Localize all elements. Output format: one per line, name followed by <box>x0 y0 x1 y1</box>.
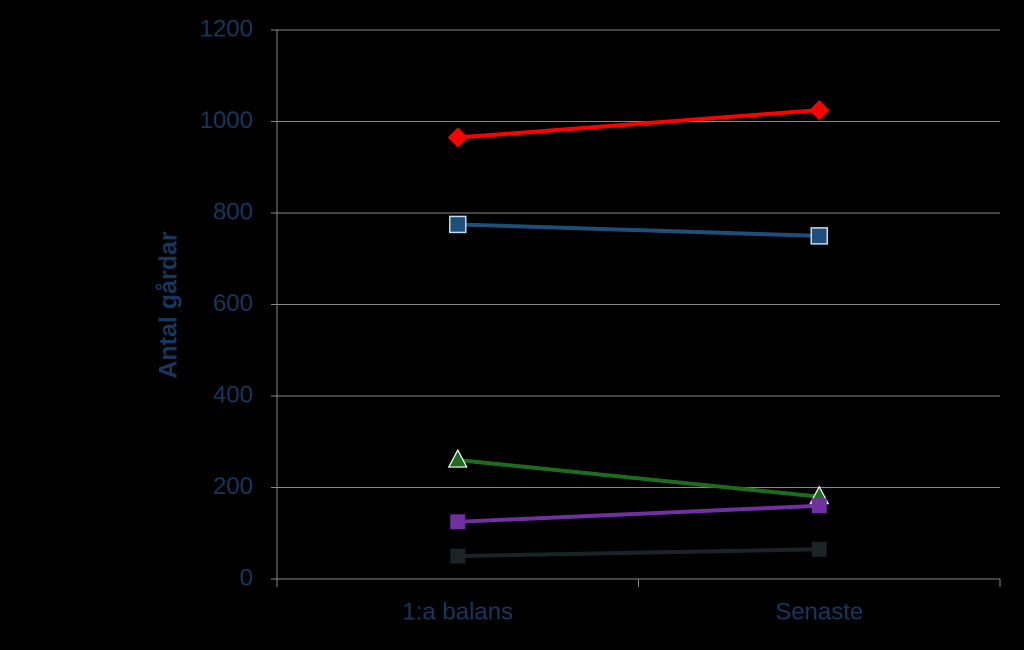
y-tick-label: 600 <box>213 290 253 317</box>
y-tick-label: 0 <box>240 564 253 591</box>
x-tick-label: 1:a balans <box>402 598 513 625</box>
line <box>457 547 820 559</box>
marker <box>447 448 468 468</box>
line <box>457 458 820 499</box>
y-tick-label: 200 <box>213 473 253 500</box>
marker <box>449 215 467 234</box>
y-tick-label: 1200 <box>200 15 253 42</box>
marker <box>450 514 466 530</box>
marker <box>809 100 830 121</box>
line <box>457 503 820 524</box>
y-tick-label: 1000 <box>200 107 253 134</box>
y-tick-label: 400 <box>213 381 253 408</box>
marker <box>447 127 468 148</box>
x-tick-label: Senaste <box>775 598 863 625</box>
y-tick-label: 800 <box>213 198 253 225</box>
marker <box>811 541 827 557</box>
line <box>457 222 820 238</box>
marker <box>811 498 827 514</box>
marker <box>810 227 828 245</box>
line <box>457 108 820 140</box>
y-axis-label: Antal gårdar <box>155 231 183 379</box>
marker <box>450 548 466 564</box>
